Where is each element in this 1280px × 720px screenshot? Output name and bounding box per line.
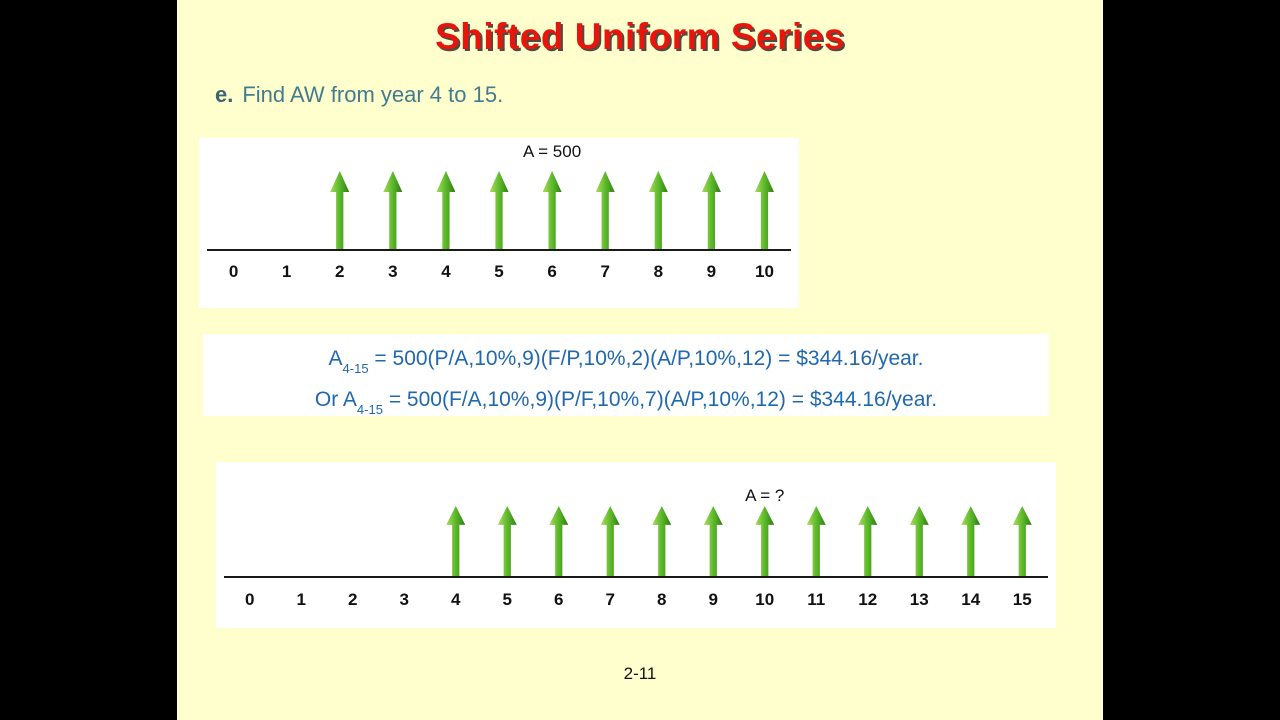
- year-tick-label: 5: [494, 262, 504, 281]
- time-axis: [207, 249, 791, 251]
- year-tick-label: 3: [399, 590, 409, 609]
- arrow-slot: [430, 506, 482, 576]
- cashflow-up-arrow: [909, 506, 929, 576]
- cashflow-up-arrow: [755, 506, 775, 576]
- arrow-slot: [636, 506, 688, 576]
- year-tick-label: 0: [245, 590, 255, 609]
- cashflow-up-arrow: [703, 506, 723, 576]
- arrow-slot: [842, 506, 894, 576]
- cashflow-up-arrow: [595, 171, 615, 249]
- eq2-subscript: 4-15: [356, 402, 383, 418]
- year-labels: 0 1 2 3 4 5 6 7 8 9 10 11 12 13 14 15: [224, 590, 1048, 610]
- timeline-top: A = 500 0 1 2 3 4 5 6 7 8 9 10: [207, 138, 791, 308]
- year-tick-label: 15: [1012, 590, 1032, 609]
- cashflow-up-arrow: [600, 506, 620, 576]
- problem-statement: e. Find AW from year 4 to 15.: [215, 82, 503, 108]
- cashflow-up-arrow: [446, 506, 466, 576]
- eq2-prefix: Or A: [314, 388, 357, 412]
- year-tick-label: 14: [961, 590, 981, 609]
- cashflow-up-arrow: [549, 506, 569, 576]
- arrow-slot: [419, 171, 472, 249]
- year-tick-label: 11: [807, 590, 826, 609]
- amount-label: A = ?: [745, 486, 785, 505]
- year-tick-label: 7: [600, 262, 610, 281]
- arrow-slot: [791, 506, 843, 576]
- year-tick-label: 7: [605, 590, 615, 609]
- cashflow-up-arrow: [754, 171, 774, 249]
- eq1-body: = 500(P/A,10%,9)(F/P,10%,2)(A/P,10%,12) …: [368, 347, 924, 370]
- eq1-prefix: A: [328, 347, 343, 370]
- cashflow-up-arrow: [701, 171, 721, 249]
- year-labels: 0 1 2 3 4 5 6 7 8 9 10: [207, 262, 791, 282]
- year-tick-label: 9: [708, 590, 718, 609]
- arrow-slot: [482, 506, 534, 576]
- cashflow-up-arrow: [961, 506, 981, 576]
- year-tick-label: 1: [281, 262, 292, 281]
- year-tick-label: 13: [909, 590, 929, 609]
- year-tick-label: 2: [348, 590, 358, 609]
- arrow-slot: [685, 171, 738, 249]
- year-tick-label: 4: [451, 590, 461, 609]
- arrow-slot: [366, 171, 419, 249]
- cashflow-up-arrow: [497, 506, 517, 576]
- arrows-row: [207, 138, 791, 249]
- cashflow-up-arrow: [542, 171, 562, 249]
- year-tick-label: 1: [296, 590, 306, 609]
- equation-line-2: Or A4-15 = 500(F/A,10%,9)(P/F,10%,7)(A/P…: [203, 383, 1049, 424]
- cashflow-up-arrow: [858, 506, 878, 576]
- cashflow-up-arrow: [489, 171, 509, 249]
- arrow-slot: [585, 506, 637, 576]
- statement-text: Find AW from year 4 to 15.: [242, 82, 504, 107]
- arrow-slot: [533, 506, 585, 576]
- year-tick-label: 10: [755, 262, 774, 281]
- cashflow-up-arrow: [383, 171, 403, 249]
- arrow-slot: [472, 171, 525, 249]
- year-tick-label: 3: [388, 262, 398, 281]
- eq1-subscript: 4-15: [342, 361, 369, 377]
- arrow-slot: [945, 506, 997, 576]
- arrow-slot: [632, 171, 685, 249]
- cashflow-up-arrow: [652, 506, 672, 576]
- year-tick-label: 6: [547, 262, 557, 281]
- arrows-row: [224, 462, 1048, 576]
- year-tick-label: 8: [657, 590, 667, 609]
- year-tick-label: 0: [228, 262, 239, 281]
- year-tick-label: 9: [706, 262, 717, 281]
- slide-title: Shifted Uniform Series: [435, 16, 845, 57]
- year-tick-label: 10: [755, 590, 775, 609]
- page-number: 2-11: [623, 664, 657, 683]
- eq2-body: = 500(F/A,10%,9)(P/F,10%,7)(A/P,10%,12) …: [382, 388, 938, 412]
- cashflow-up-arrow: [806, 506, 826, 576]
- equation-line-1: A4-15 = 500(P/A,10%,9)(F/P,10%,2)(A/P,10…: [203, 342, 1049, 383]
- cashflow-up-arrow: [1012, 506, 1032, 576]
- arrow-slot: [739, 506, 791, 576]
- amount-label: A = 500: [523, 142, 582, 161]
- arrow-slot: [738, 171, 791, 249]
- cashflow-diagram-bottom: A = ? 0 1 2 3 4 5 6 7 8 9 10 11 12 13 14 15: [216, 462, 1056, 628]
- time-axis: [224, 576, 1048, 578]
- timeline-bottom: A = ? 0 1 2 3 4 5 6 7 8 9 10 11 12 13 14 15: [224, 462, 1048, 628]
- year-tick-label: 4: [441, 262, 451, 281]
- year-tick-label: 5: [502, 590, 512, 609]
- year-tick-label: 2: [335, 262, 345, 281]
- year-tick-label: 12: [858, 590, 878, 609]
- slide: Shifted Uniform Series e. Find AW from ye…: [177, 0, 1103, 720]
- equations-panel: A4-15 = 500(P/A,10%,9)(F/P,10%,2)(A/P,10…: [203, 334, 1049, 417]
- arrow-slot: [997, 506, 1049, 576]
- statement-bullet: e.: [215, 82, 234, 107]
- cashflow-diagram-top: A = 500 0 1 2 3 4 5 6 7 8 9 10: [199, 138, 799, 308]
- arrow-slot: [688, 506, 740, 576]
- cashflow-up-arrow: [330, 171, 350, 249]
- arrow-slot: [894, 506, 946, 576]
- year-tick-label: 6: [554, 590, 564, 609]
- cashflow-up-arrow: [436, 171, 456, 249]
- year-tick-label: 8: [653, 262, 664, 281]
- cashflow-up-arrow: [648, 171, 668, 249]
- arrow-slot: [579, 171, 632, 249]
- arrow-slot: [526, 171, 579, 249]
- arrow-slot: [313, 171, 366, 249]
